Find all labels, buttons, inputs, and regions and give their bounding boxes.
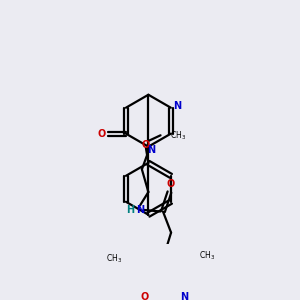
Text: N: N [173, 101, 181, 111]
Text: O: O [142, 140, 150, 150]
Text: O: O [167, 179, 175, 189]
Text: CH$_3$: CH$_3$ [106, 253, 122, 265]
Text: N: N [180, 292, 188, 300]
Text: CH$_3$: CH$_3$ [170, 129, 186, 142]
Text: N: N [136, 205, 144, 215]
Text: N: N [147, 145, 155, 155]
Text: O: O [98, 129, 106, 139]
Text: CH$_3$: CH$_3$ [199, 250, 215, 262]
Text: H: H [127, 205, 135, 215]
Text: O: O [141, 292, 149, 300]
